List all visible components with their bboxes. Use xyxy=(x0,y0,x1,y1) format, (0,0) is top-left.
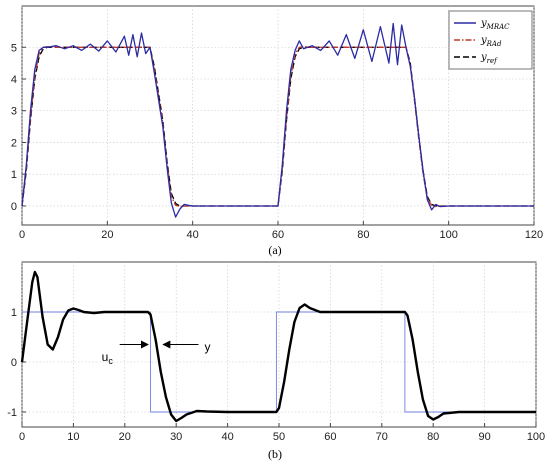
x-tick-label: 20 xyxy=(119,431,131,443)
chart-a-ticks: 0 20 40 60 80 100 120 0 1 2 3 4 5 xyxy=(11,42,543,241)
x-tick-label: 60 xyxy=(324,431,336,443)
y-tick-label: 0 xyxy=(11,201,17,213)
legend-label: yRAd xyxy=(480,35,502,48)
x-tick-label: 100 xyxy=(439,229,457,241)
x-tick-label: 10 xyxy=(67,431,79,443)
x-tick-label: 100 xyxy=(527,431,545,443)
x-tick-label: 40 xyxy=(187,229,199,241)
x-tick-label: 60 xyxy=(272,229,284,241)
chart-a-legend: yMRAC yRAd yref xyxy=(448,10,533,70)
legend-label: yref xyxy=(480,52,498,65)
x-tick-label: 80 xyxy=(357,229,369,241)
legend-label: yMRAC xyxy=(480,18,510,31)
chart-a-series xyxy=(21,22,534,218)
y-tick-label: 1 xyxy=(11,307,17,319)
series-line-yMRAC xyxy=(21,22,534,218)
x-tick-label: 70 xyxy=(376,431,388,443)
chart-a-caption: (a) xyxy=(268,243,281,257)
x-tick-label: 0 xyxy=(19,229,25,241)
y-tick-label: 5 xyxy=(11,42,17,54)
y-tick-label: 1 xyxy=(11,169,17,181)
chart-b-series xyxy=(20,270,536,423)
chart-a-grid xyxy=(21,6,535,225)
chart-b: 0 10 20 30 40 50 60 70 80 90 100-101 ucy (b) xyxy=(7,261,545,461)
x-tick-label: 0 xyxy=(19,431,25,443)
series-line-y xyxy=(20,270,536,423)
x-tick-label: 30 xyxy=(170,431,182,443)
x-tick-label: 50 xyxy=(273,431,285,443)
y-tick-label: 3 xyxy=(11,106,17,118)
chart-b-annotations: uc y xyxy=(102,340,211,366)
x-tick-label: 90 xyxy=(478,431,490,443)
annotation-label: uc xyxy=(102,350,114,366)
annotation-label: y xyxy=(204,340,210,354)
y-tick-label: -1 xyxy=(7,407,17,419)
y-tick-label: 0 xyxy=(11,357,17,369)
x-tick-label: 80 xyxy=(427,431,439,443)
chart-b-ticks: 0 10 20 30 40 50 60 70 80 90 100-101 xyxy=(7,307,545,443)
chart-a: 0 20 40 60 80 100 120 0 1 2 3 4 5 yMRAC yRAd yref (a) xyxy=(11,5,543,257)
x-tick-label: 20 xyxy=(101,229,113,241)
y-tick-label: 2 xyxy=(11,137,17,149)
x-tick-label: 120 xyxy=(525,229,543,241)
y-tick-label: 4 xyxy=(11,74,17,86)
series-line-uc xyxy=(22,311,536,413)
x-tick-label: 40 xyxy=(221,431,233,443)
chart-b-caption: (b) xyxy=(268,447,282,461)
